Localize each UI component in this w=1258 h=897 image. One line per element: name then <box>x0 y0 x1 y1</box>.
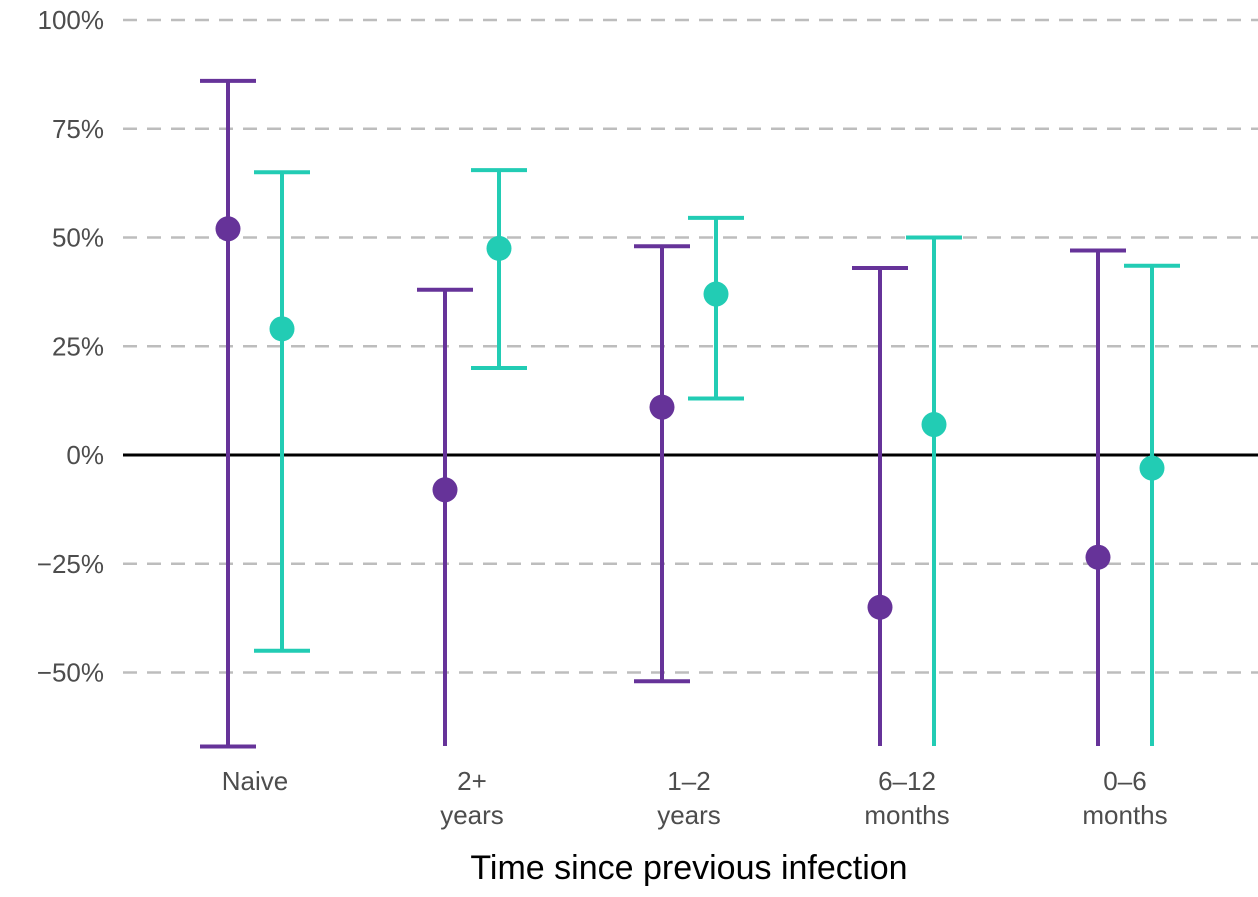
data-point <box>921 412 947 438</box>
y-tick-label: 50% <box>52 223 104 253</box>
data-point <box>649 394 675 420</box>
x-tick-label: 6–12 months <box>864 766 949 830</box>
plot-marks <box>200 78 1180 749</box>
x-axis-title: Time since previous infection <box>470 849 907 887</box>
y-tick-label: −25% <box>37 549 104 579</box>
x-tick-label: 1–2 years <box>657 766 721 830</box>
x-tick-label: Naive <box>222 766 288 796</box>
x-axis-tick-labels: Naive 2+ years 1–2 years 6–12 months 0–6 months <box>222 766 1168 830</box>
y-tick-label: 100% <box>38 5 105 35</box>
y-axis-tick-labels: 100% 75% 50% 25% 0% −25% −50% <box>37 5 104 688</box>
y-tick-label: 0% <box>66 440 104 470</box>
data-point <box>215 216 241 242</box>
data-point <box>432 477 458 503</box>
gridlines <box>123 18 1258 674</box>
data-point <box>1139 455 1165 481</box>
data-point <box>703 281 729 307</box>
x-tick-label: 2+ years <box>440 766 504 830</box>
y-tick-label: −50% <box>37 658 104 688</box>
x-tick-label: 0–6 months <box>1082 766 1167 830</box>
data-point <box>269 316 295 342</box>
y-tick-label: 25% <box>52 331 104 361</box>
data-point <box>867 594 893 620</box>
data-point <box>1085 544 1111 570</box>
y-tick-label: 75% <box>52 114 104 144</box>
data-point <box>486 235 512 261</box>
